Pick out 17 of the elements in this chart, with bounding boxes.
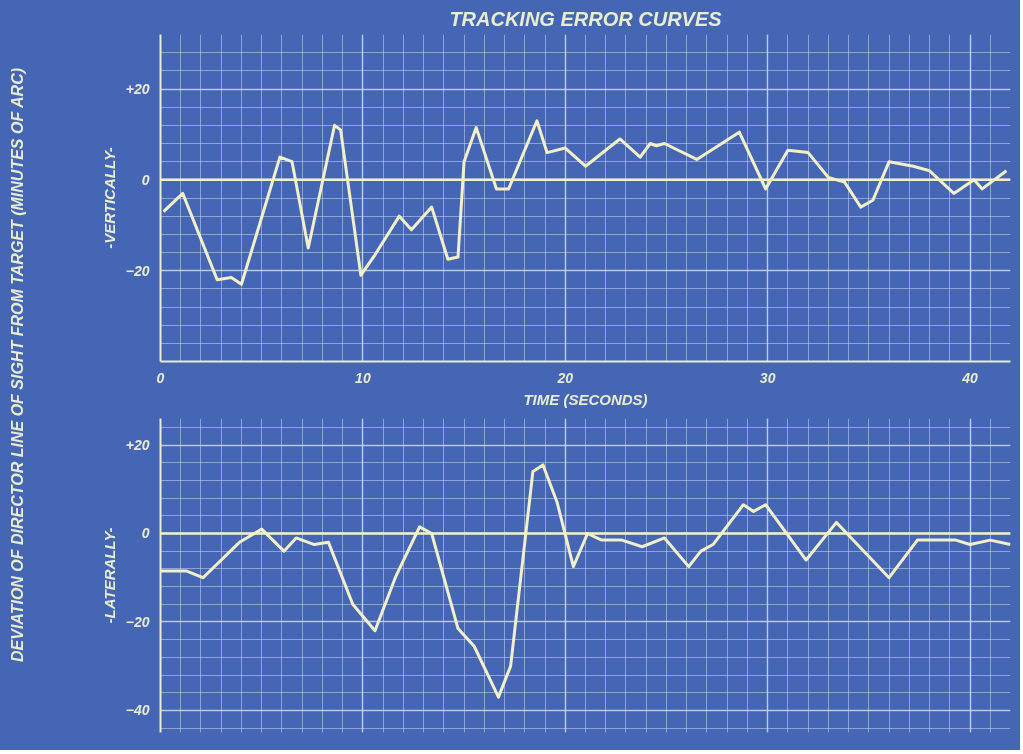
x-axis-title: TIME (SECONDS): [523, 390, 648, 408]
y-tick-label: −20: [125, 613, 150, 630]
chart-title: TRACKING ERROR CURVES: [449, 7, 723, 30]
y-tick-label: −40: [125, 702, 150, 719]
x-tick-label: 0: [156, 369, 165, 386]
y-tick-label: +20: [125, 81, 150, 97]
x-tick-label: 10: [355, 369, 371, 386]
y-tick-label: 0: [141, 525, 150, 542]
y-tick-label: −20: [125, 262, 150, 279]
y-tick-label: 0: [141, 171, 150, 188]
x-tick-label: 20: [556, 369, 574, 386]
x-tick-label: 30: [759, 369, 776, 386]
y-tick-label: +20: [125, 437, 150, 454]
y-axis-title: -VERTICALLY-: [100, 147, 118, 249]
x-tick-label: 40: [961, 369, 979, 386]
y-axis-title: -LATERALLY-: [100, 527, 118, 624]
text: DEVIATION OF DIRECTOR LINE OF SIGHT FROM TARGET (MINUTES OF ARC): [8, 66, 27, 665]
